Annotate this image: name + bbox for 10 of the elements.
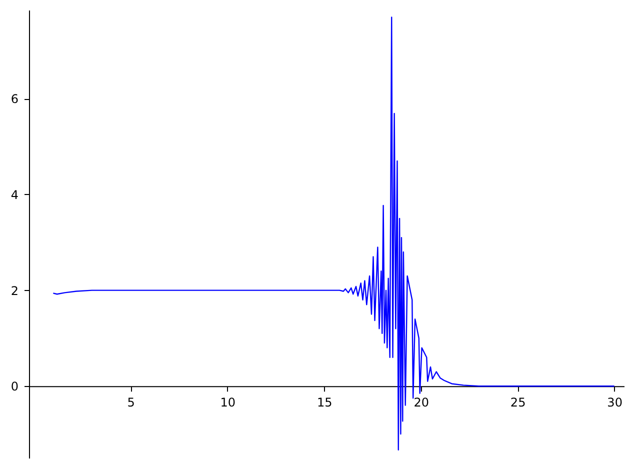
x-tick-label: 30 — [607, 396, 622, 410]
y-tick-label: 2 — [10, 284, 18, 298]
x-tick-label: 10 — [220, 396, 236, 410]
x-tick-label: 20 — [414, 396, 429, 410]
y-tick-label: 6 — [10, 92, 18, 106]
y-tick-label: 4 — [10, 188, 18, 202]
y-tick-label: 0 — [10, 380, 18, 394]
x-tick-label: 15 — [316, 396, 332, 410]
x-tick-label: 25 — [510, 396, 526, 410]
x-tick-label: 5 — [127, 396, 135, 410]
